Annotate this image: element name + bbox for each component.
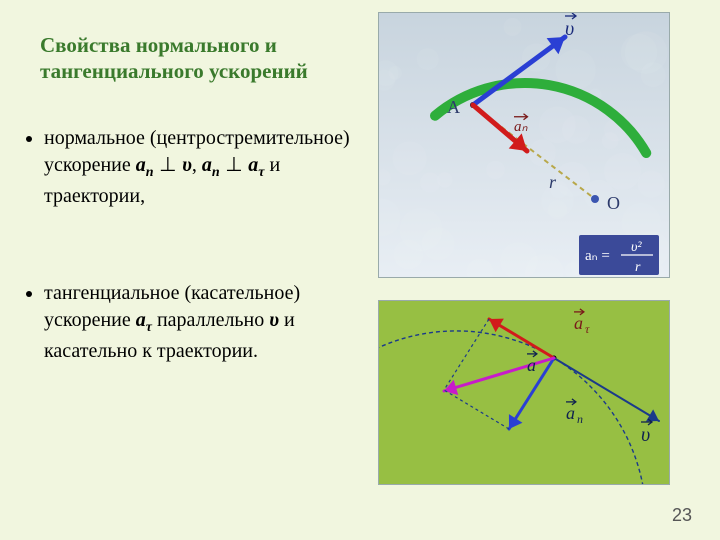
svg-text:υ: υ — [641, 424, 650, 446]
figure-bottom-svg: υaτana — [379, 301, 669, 484]
figure-top-svg: A Or υ aₙ aₙ = υ² r — [379, 13, 669, 277]
svg-text:r: r — [635, 260, 641, 275]
svg-text:υ²: υ² — [631, 240, 642, 255]
svg-text:A: A — [447, 97, 460, 117]
figure-top: A Or υ aₙ aₙ = υ² r — [378, 12, 670, 278]
svg-text:r: r — [549, 172, 557, 192]
page-number: 23 — [672, 505, 692, 526]
figure-bottom: υaτana — [378, 300, 670, 485]
svg-text:n: n — [577, 412, 583, 426]
slide: Свойства нормального и тангенциального у… — [0, 0, 720, 540]
bullet-list: нормальное (центростремительное) ускорен… — [22, 125, 357, 435]
bullet-2: тангенциальное (касательное) ускорение a… — [44, 280, 357, 365]
bullet-1: нормальное (центростремительное) ускорен… — [44, 125, 357, 210]
svg-text:aₙ: aₙ — [514, 119, 529, 135]
svg-text:a: a — [566, 403, 575, 423]
svg-text:aₙ =: aₙ = — [585, 248, 610, 264]
svg-text:O: O — [607, 193, 620, 213]
slide-title: Свойства нормального и тангенциального у… — [40, 32, 350, 85]
svg-text:υ: υ — [565, 18, 574, 40]
svg-text:a: a — [527, 355, 536, 375]
svg-text:a: a — [574, 313, 583, 333]
svg-text:τ: τ — [585, 322, 590, 336]
